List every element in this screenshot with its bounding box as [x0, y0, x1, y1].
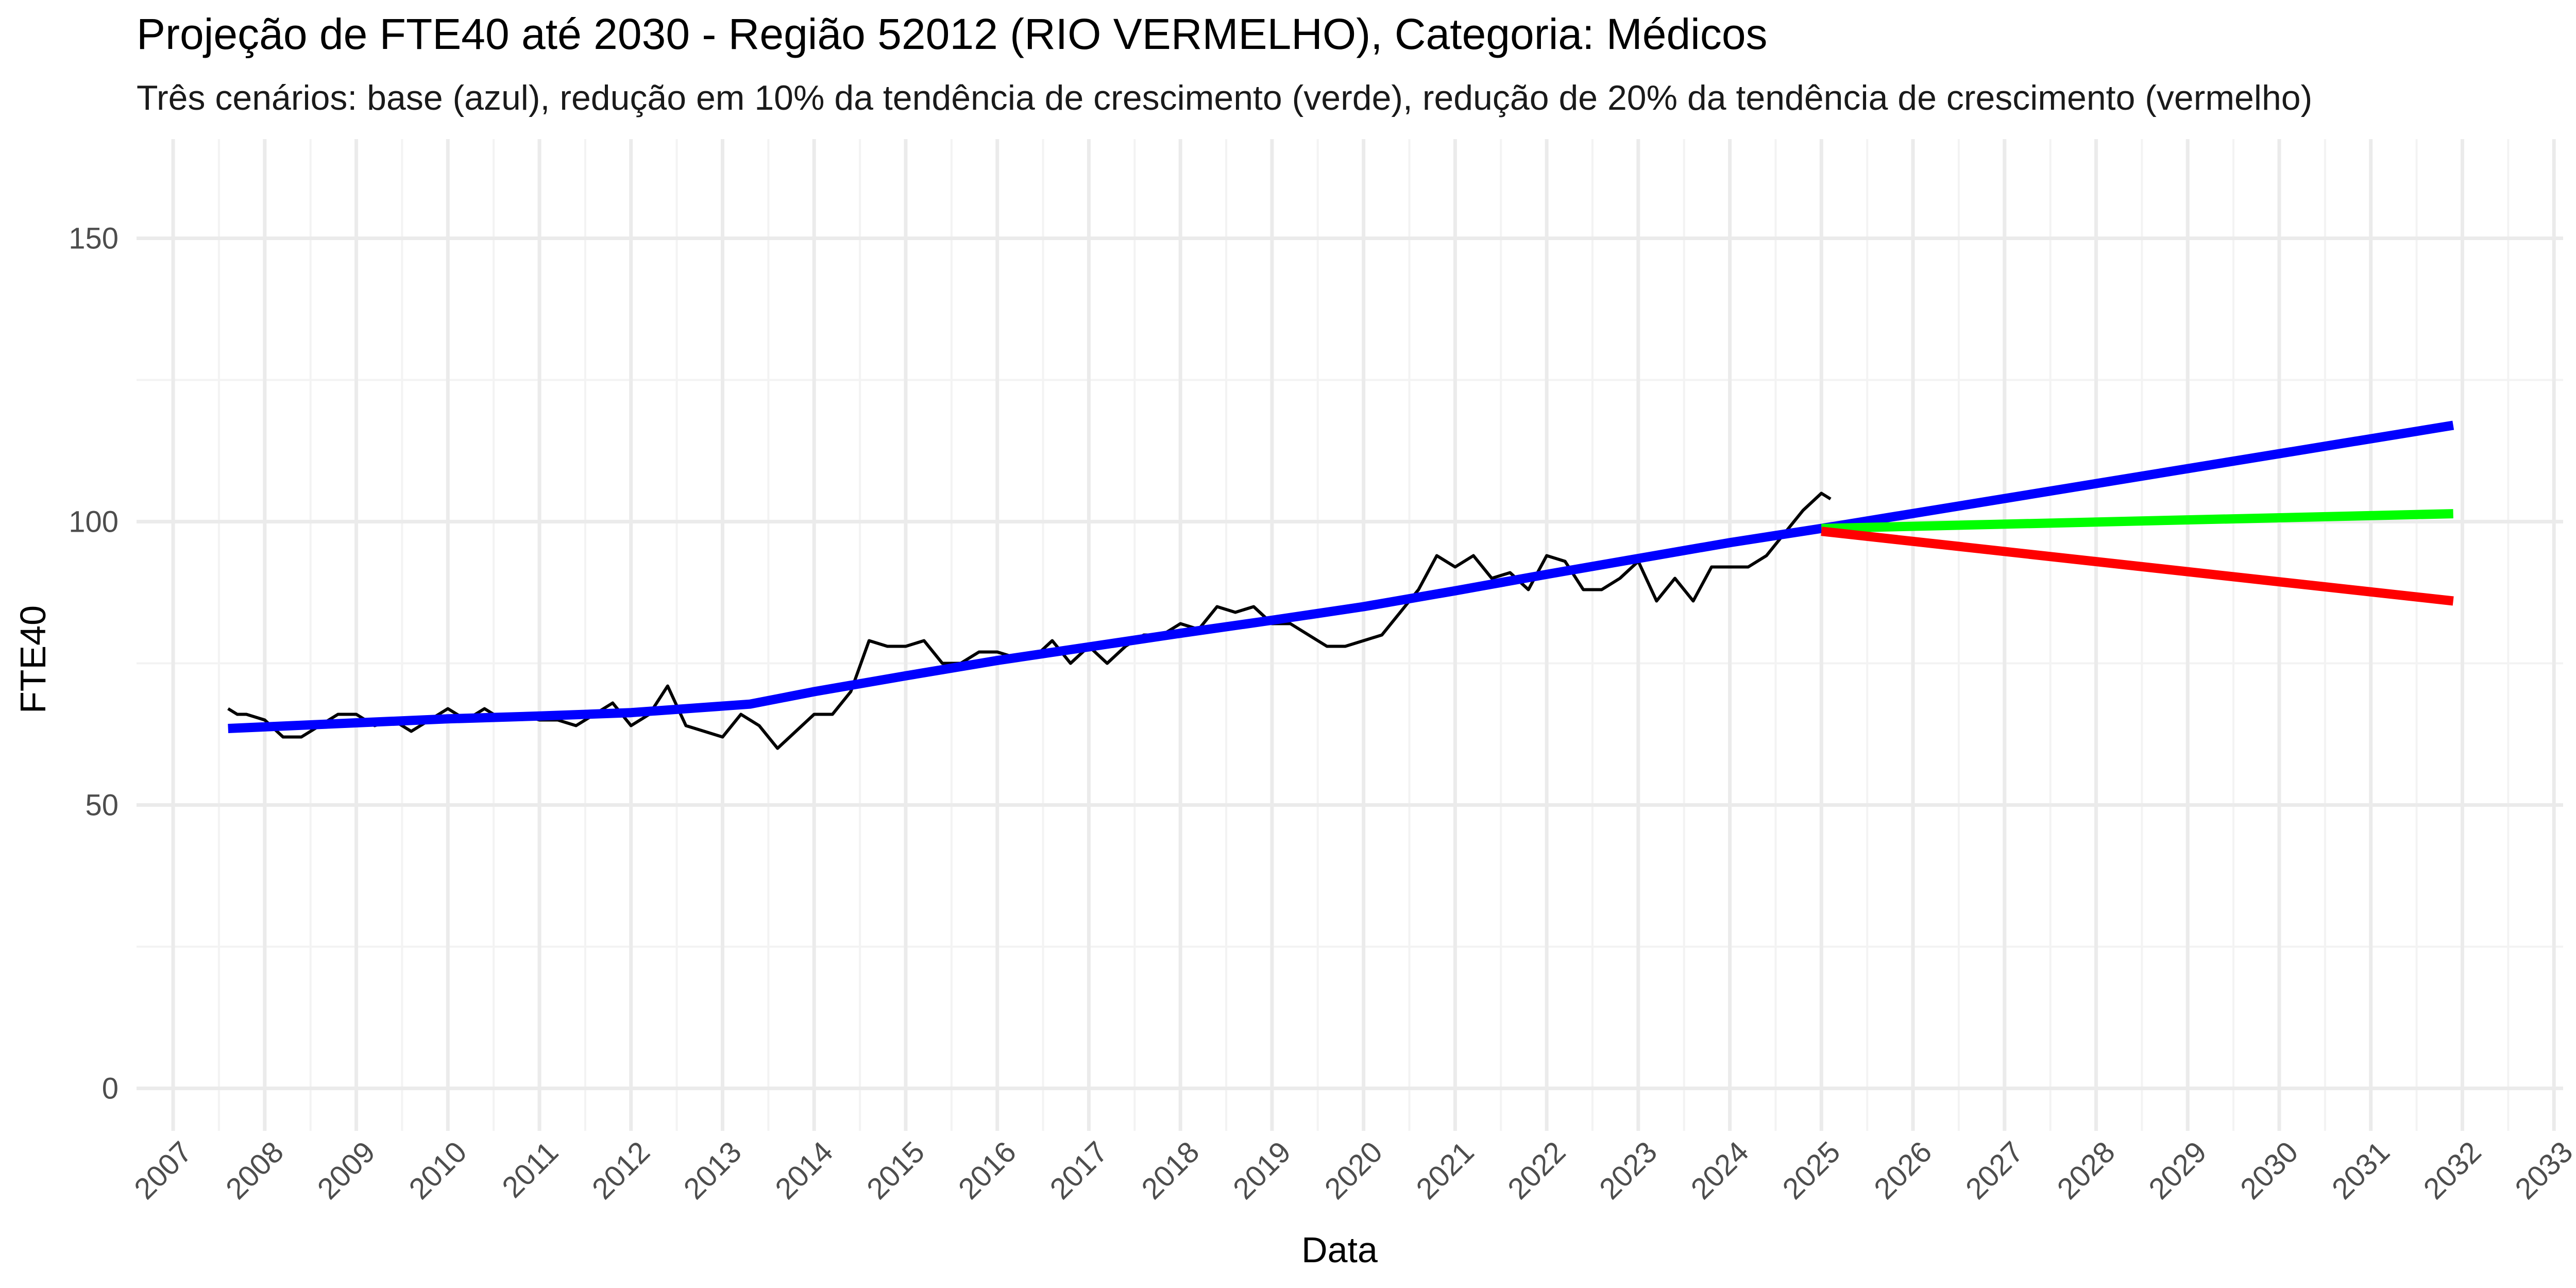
y-tick-label: 50 — [85, 789, 118, 822]
series-line-red — [1821, 527, 2454, 606]
series-lines — [227, 420, 2454, 750]
x-tick-label: 2026 — [1868, 1135, 1938, 1206]
x-tick-label: 2007 — [128, 1135, 198, 1206]
x-tick-label: 2033 — [2509, 1135, 2576, 1206]
x-tick-label: 2019 — [1227, 1135, 1297, 1206]
y-tick-label: 150 — [69, 222, 118, 256]
x-tick-label: 2030 — [2234, 1135, 2304, 1206]
x-tick-label: 2020 — [1318, 1135, 1389, 1206]
x-tick-label: 2009 — [311, 1135, 382, 1206]
y-axis-title: FTE40 — [13, 605, 53, 714]
series-line-base — [228, 420, 2454, 733]
x-tick-label: 2032 — [2417, 1135, 2487, 1206]
y-tick-label: 100 — [69, 505, 118, 539]
x-tick-label: 2025 — [1776, 1135, 1846, 1206]
x-tick-label: 2016 — [952, 1135, 1023, 1206]
axis-ticks: 2007 2008 2009 2010 2011 2012 2013 2014 2015 2016… — [69, 222, 2576, 1206]
x-tick-label: 2013 — [677, 1135, 748, 1206]
series-line-green — [1821, 509, 2453, 533]
x-tick-label: 2022 — [1501, 1135, 1572, 1206]
x-tick-label: 2012 — [586, 1135, 656, 1206]
series-line-observed — [227, 492, 1832, 750]
y-tick-label: 0 — [102, 1072, 118, 1106]
x-tick-label: 2023 — [1593, 1135, 1664, 1206]
x-tick-label: 2027 — [1959, 1135, 2030, 1206]
x-tick-label: 2028 — [2051, 1135, 2122, 1206]
x-tick-label: 2031 — [2326, 1135, 2396, 1206]
x-tick-label: 2021 — [1410, 1135, 1480, 1206]
x-tick-label: 2015 — [860, 1135, 931, 1206]
x-tick-label: 2017 — [1043, 1135, 1114, 1206]
x-tick-label: 2014 — [769, 1135, 839, 1206]
x-tick-label: 2018 — [1135, 1135, 1206, 1206]
x-axis-title: Data — [1301, 1230, 1378, 1270]
x-tick-label: 2008 — [219, 1135, 290, 1206]
chart-subtitle: Três cenários: base (azul), redução em 1… — [137, 78, 2312, 117]
grid — [137, 139, 2563, 1131]
x-tick-label: 2024 — [1685, 1135, 1755, 1206]
x-tick-label: 2011 — [496, 1135, 565, 1204]
x-tick-label: 2010 — [402, 1135, 473, 1206]
x-tick-label: 2029 — [2142, 1135, 2213, 1206]
chart-title: Projeção de FTE40 até 2030 - Região 5201… — [137, 10, 1768, 58]
